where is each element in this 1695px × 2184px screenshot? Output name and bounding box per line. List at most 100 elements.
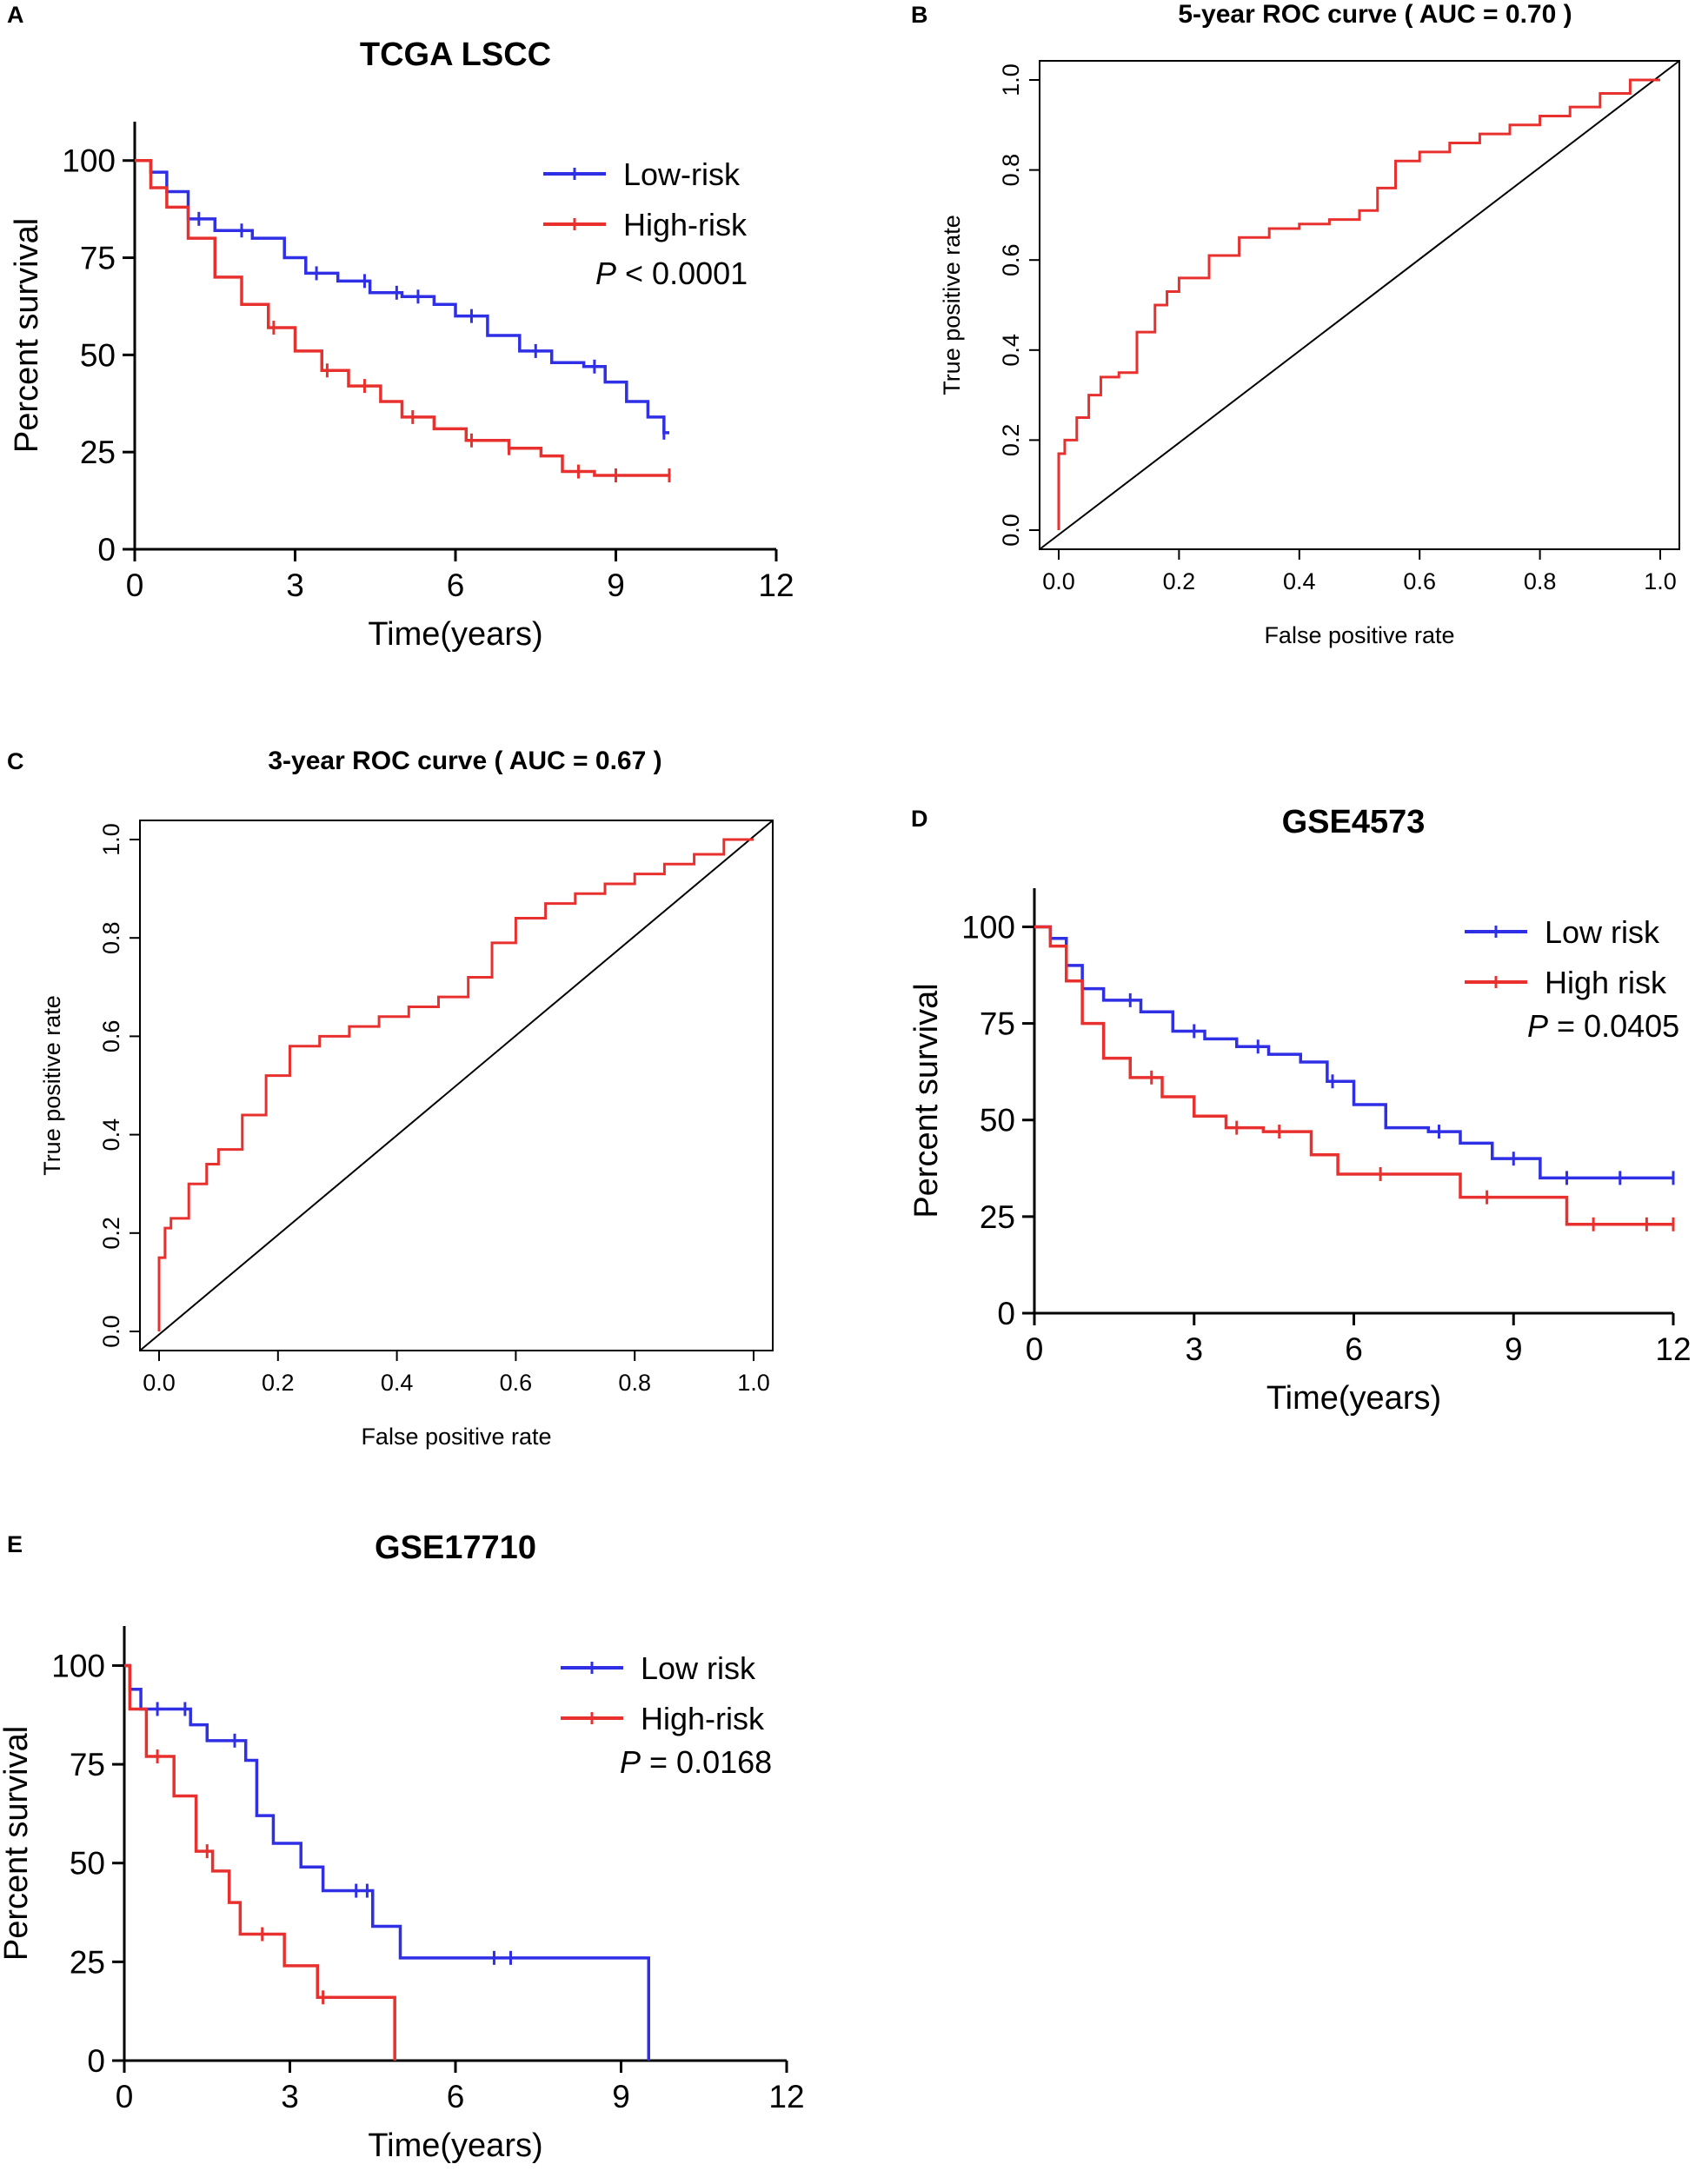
panel-b: B 5-year ROC curve ( AUC = 0.70 ) 0.0 0.2 0.… <box>911 0 1680 648</box>
y-tick-label: 75 <box>980 1006 1015 1042</box>
y-tick-label: 0 <box>997 1296 1015 1331</box>
x-axis-label: Time(years) <box>1266 1380 1441 1417</box>
legend-label: Low risk <box>641 1650 756 1686</box>
reference-diagonal <box>1039 60 1680 550</box>
x-tick-label: 12 <box>1655 1331 1691 1367</box>
roc-curve <box>157 838 754 1331</box>
x-tick-label: 0.2 <box>1163 568 1196 594</box>
x-tick-label: 0.6 <box>500 1370 533 1396</box>
y-tick-label: 0.2 <box>98 1217 124 1250</box>
chart-title: TCGA LSCC <box>360 37 551 73</box>
panel-label: D <box>911 806 928 832</box>
survival-curve-low-risk <box>124 1663 650 2061</box>
legend-label: High-risk <box>641 1701 765 1736</box>
legend-label: Low risk <box>1545 914 1660 950</box>
y-tick-label: 0.4 <box>98 1119 124 1152</box>
y-axis-label: Percent survival <box>9 218 45 453</box>
panel-a: A TCGA LSCC 0 3 6 9 12 0 25 50 75 100 Time(years) Per… <box>7 2 794 653</box>
x-tick-label: 6 <box>447 568 465 603</box>
panel-label: A <box>7 2 24 28</box>
legend-label: High risk <box>1545 965 1667 1000</box>
y-tick-label: 0 <box>97 532 116 568</box>
survival-curve-high-risk <box>135 158 669 477</box>
x-tick-label: 0.8 <box>618 1370 651 1396</box>
survival-curve-high-risk <box>1034 925 1673 1226</box>
y-tick-label: 50 <box>70 1846 105 1882</box>
y-tick-label: 0.6 <box>998 243 1024 276</box>
x-tick-label: 0.8 <box>1524 568 1557 594</box>
x-tick-label: 0.6 <box>1403 568 1436 594</box>
x-tick-label: 0.4 <box>1283 568 1316 594</box>
y-tick-label: 0.4 <box>998 334 1024 367</box>
y-tick-label: 1.0 <box>998 63 1024 96</box>
x-tick-label: 6 <box>1345 1331 1363 1367</box>
p-value: P = 0.0168 <box>620 1744 772 1780</box>
plot-frame <box>139 820 774 1351</box>
panel-label: E <box>7 1531 23 1557</box>
panel-label: B <box>911 2 928 28</box>
panel-label: C <box>7 748 24 774</box>
x-tick-label: 3 <box>1185 1331 1203 1367</box>
survival-curve-high-risk <box>124 1663 396 2061</box>
p-value: P < 0.0001 <box>595 256 748 291</box>
y-axis-label: Percent survival <box>0 1726 35 1961</box>
y-tick-label: 100 <box>51 1648 105 1683</box>
x-axis-label: Time(years) <box>368 616 542 653</box>
reference-diagonal <box>139 820 774 1351</box>
x-axis-label: False positive rate <box>1264 622 1454 648</box>
x-tick-label: 0.0 <box>143 1370 176 1396</box>
x-tick-label: 3 <box>281 2079 299 2114</box>
legend-label: High-risk <box>623 207 748 242</box>
y-tick-label: 50 <box>980 1103 1015 1138</box>
chart-title: GSE4573 <box>1282 804 1426 840</box>
x-tick-label: 0 <box>1026 1331 1044 1367</box>
x-tick-label: 12 <box>758 568 794 603</box>
y-tick-label: 100 <box>961 909 1015 945</box>
panel-e: E GSE17710 0 3 6 9 12 0 25 50 75 100 Time(years) Perc… <box>0 1530 805 2164</box>
y-tick-label: 25 <box>80 435 116 470</box>
chart-title: GSE17710 <box>375 1530 536 1566</box>
y-tick-label: 0.8 <box>98 921 124 954</box>
y-axis-label: True positive rate <box>939 215 965 395</box>
panel-c: C 3-year ROC curve ( AUC = 0.67 ) 0.0 0.2 0.… <box>7 747 774 1450</box>
x-tick-label: 0 <box>116 2079 134 2114</box>
y-tick-label: 75 <box>70 1747 105 1782</box>
y-axis-label: True positive rate <box>39 995 65 1176</box>
roc-curve <box>1057 78 1660 530</box>
x-tick-label: 9 <box>1505 1331 1523 1367</box>
y-tick-label: 50 <box>80 337 116 373</box>
y-tick-label: 100 <box>62 143 116 179</box>
y-tick-label: 25 <box>980 1199 1015 1235</box>
y-tick-label: 0.8 <box>998 154 1024 187</box>
x-tick-label: 12 <box>768 2079 804 2114</box>
y-tick-label: 0.0 <box>98 1315 124 1348</box>
x-tick-label: 0.0 <box>1042 568 1075 594</box>
chart-title: 5-year ROC curve ( AUC = 0.70 ) <box>1178 0 1572 29</box>
plot-frame <box>1039 60 1680 550</box>
x-tick-label: 0.4 <box>381 1370 414 1396</box>
y-tick-label: 1.0 <box>98 823 124 856</box>
legend-label: Low-risk <box>623 156 741 192</box>
x-tick-label: 9 <box>607 568 625 603</box>
x-axis-label: False positive rate <box>361 1424 551 1450</box>
p-value: P = 0.0405 <box>1527 1008 1679 1044</box>
survival-curve-low-risk <box>135 158 669 435</box>
x-tick-label: 3 <box>286 568 304 603</box>
y-tick-label: 75 <box>80 241 116 276</box>
x-tick-label: 0.2 <box>262 1370 295 1396</box>
y-tick-label: 0.0 <box>998 514 1024 547</box>
y-tick-label: 0 <box>87 2043 105 2079</box>
x-axis-label: Time(years) <box>368 2128 542 2164</box>
panel-d: D GSE4573 0 3 6 9 12 0 25 50 75 100 Time(years) Perce… <box>908 804 1692 1417</box>
y-axis-label: Percent survival <box>908 983 945 1218</box>
y-tick-label: 25 <box>70 1944 105 1980</box>
y-tick-label: 0.6 <box>98 1020 124 1053</box>
x-tick-label: 1.0 <box>1644 568 1677 594</box>
x-tick-label: 0 <box>126 568 144 603</box>
chart-title: 3-year ROC curve ( AUC = 0.67 ) <box>268 747 661 775</box>
x-tick-label: 9 <box>612 2079 630 2114</box>
y-tick-label: 0.2 <box>998 424 1024 457</box>
x-tick-label: 6 <box>447 2079 465 2114</box>
x-tick-label: 1.0 <box>737 1370 770 1396</box>
